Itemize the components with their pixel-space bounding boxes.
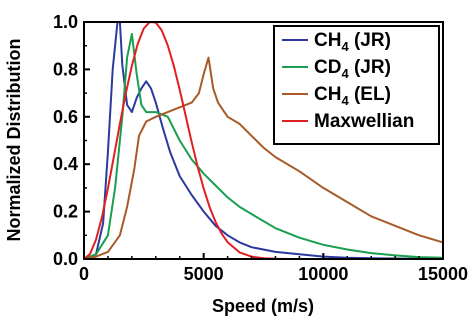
x-tick-label: 5000 [184, 264, 224, 284]
x-tick-label: 10000 [298, 264, 348, 284]
y-tick-label: 0.6 [53, 107, 78, 127]
legend-box [273, 25, 440, 145]
legend-label-1: CD4 (JR) [314, 57, 391, 81]
y-tick-label: 0.8 [53, 59, 78, 79]
legend: CH4 (JR) CD4 (JR) CH4 (EL) Maxwellian [273, 25, 440, 145]
series-line-2 [84, 56, 443, 259]
legend-label-0: CH4 (JR) [314, 30, 391, 54]
plot-lines [84, 22, 443, 259]
legend-label-2: CH4 (EL) [314, 84, 391, 108]
series-line-0 [84, 22, 443, 259]
x-tick-label: 15000 [418, 264, 468, 284]
series-line-3 [84, 22, 288, 259]
y-tick-label: 0.0 [53, 249, 78, 269]
y-tick-label: 0.2 [53, 202, 78, 222]
y-tick-label: 0.4 [53, 154, 78, 174]
axis-ticks: 0 5000 10000 15000 0.0 0.2 0.4 0.6 0.8 1.0 [53, 12, 468, 284]
y-tick-label: 1.0 [53, 12, 78, 32]
x-tick-label: 0 [79, 264, 89, 284]
y-axis-label: Normalized Distribution [4, 38, 24, 241]
x-axis-label: Speed (m/s) [212, 296, 314, 316]
legend-label-3: Maxwellian [314, 111, 414, 132]
